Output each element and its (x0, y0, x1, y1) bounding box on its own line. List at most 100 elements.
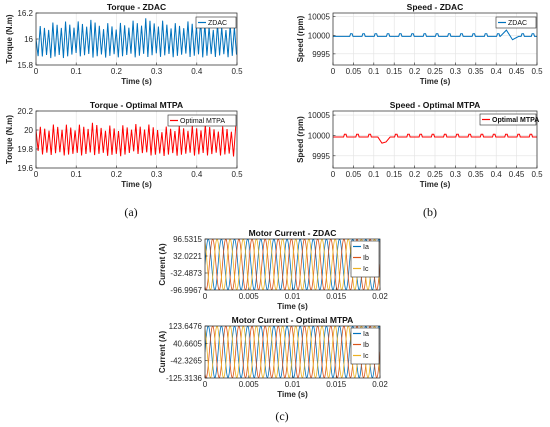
x-tick-label: 0.25 (427, 67, 443, 76)
legend-label: Ic (363, 353, 369, 360)
x-tick-label: 0 (331, 67, 336, 76)
x-tick-label: 0.4 (491, 67, 503, 76)
x-tick-label: 0.5 (231, 67, 243, 76)
x-tick-label: 0.1 (71, 170, 83, 179)
x-axis-label: Time (s) (277, 302, 308, 311)
y-tick-label: 10005 (308, 13, 331, 22)
y-tick-label: 9995 (312, 152, 330, 161)
y-tick-label: 19.6 (17, 164, 33, 173)
legend-label: ZDAC (208, 20, 227, 27)
plot-data (333, 29, 537, 41)
y-tick-label: 16 (24, 35, 33, 44)
x-tick-label: 0.01 (285, 380, 301, 389)
y-tick-label: 123.6476 (169, 322, 203, 331)
y-axis-label: Current (A) (158, 243, 167, 286)
x-tick-label: 0.4 (191, 67, 203, 76)
series-line-ib (205, 239, 380, 290)
y-axis-label: Torque (N.m) (5, 115, 14, 165)
y-axis-label: Speed (rpm) (296, 116, 305, 163)
caption-a: (a) (124, 205, 137, 219)
x-tick-label: 0.1 (71, 67, 83, 76)
y-tick-label: 10000 (308, 31, 331, 40)
legend-label: ZDAC (508, 20, 527, 27)
legend-box (479, 113, 537, 126)
y-tick-label: -96.9967 (170, 286, 202, 295)
x-tick-label: 0 (203, 380, 208, 389)
y-tick-label: 9995 (312, 50, 330, 59)
y-tick-label: -32.4873 (170, 269, 202, 278)
x-tick-label: 0.01 (285, 292, 301, 301)
y-tick-label: 10000 (308, 131, 331, 140)
series-line-ib (205, 326, 380, 378)
x-tick-label: 0.02 (372, 292, 388, 301)
chart-title: Motor Current - Optimal MTPA (232, 315, 354, 325)
x-tick-label: 0.1 (368, 170, 380, 179)
x-tick-label: 0.5 (531, 170, 543, 179)
y-tick-label: 32.0221 (173, 252, 202, 261)
x-tick-label: 0.15 (386, 67, 402, 76)
x-axis-label: Time (s) (420, 77, 451, 86)
plot-data (333, 133, 537, 144)
plot-data (36, 122, 237, 157)
x-tick-label: 0.2 (111, 170, 123, 179)
legend-label: Ia (363, 244, 369, 251)
x-tick-label: 0 (203, 292, 208, 301)
legend-box (195, 16, 237, 29)
y-tick-label: 20 (24, 126, 33, 135)
speed-zdac-chart: 0 0.05 0.1 0.15 0.2 0.25 0.3 0.35 0.4 0.45 0.5 9995… (296, 2, 543, 86)
x-tick-label: 0 (34, 170, 39, 179)
x-tick-label: 0.5 (531, 67, 543, 76)
x-tick-label: 0.3 (151, 67, 163, 76)
x-tick-label: 0.015 (326, 380, 347, 389)
legend: ZDAC (195, 16, 237, 29)
torque-zdac-chart: 0 0.1 0.2 0.3 0.4 0.5 15.8 16 16.2 Torque - ZDAC T… (5, 2, 243, 86)
y-tick-label: -42.3265 (170, 357, 202, 366)
legend-label: Ib (363, 255, 369, 262)
series-line-zdac (333, 29, 537, 41)
x-tick-label: 0.02 (372, 380, 388, 389)
legend-box (495, 16, 537, 29)
x-tick-label: 0.5 (231, 170, 243, 179)
legend-label: Ic (363, 266, 369, 273)
x-tick-label: 0.05 (346, 67, 362, 76)
x-tick-label: 0 (331, 170, 336, 179)
y-tick-label: 19.8 (17, 145, 33, 154)
x-axis-label: Time (s) (121, 77, 152, 86)
y-tick-label: 16.2 (17, 9, 33, 18)
y-tick-label: 10005 (308, 111, 331, 120)
y-tick-label: 96.5315 (173, 235, 202, 244)
x-tick-label: 0.35 (468, 170, 484, 179)
y-tick-label: -125.3136 (166, 374, 203, 383)
x-tick-label: 0.3 (151, 170, 163, 179)
caption-b: (b) (423, 205, 437, 219)
y-tick-label: 15.8 (17, 61, 33, 70)
x-tick-label: 0.2 (111, 67, 123, 76)
x-tick-label: 0.15 (386, 170, 402, 179)
x-tick-label: 0.3 (450, 170, 462, 179)
axes-frame (35, 110, 238, 169)
x-tick-label: 0.25 (427, 170, 443, 179)
legend: Optimal MTPA (167, 114, 237, 127)
legend-label: Optimal MTPA (180, 118, 225, 125)
x-tick-label: 0.005 (239, 292, 260, 301)
x-tick-label: 0.3 (450, 67, 462, 76)
chart-title: Torque - ZDAC (107, 2, 166, 12)
legend: Optimal MTPA (479, 113, 539, 126)
x-tick-label: 0.4 (491, 170, 503, 179)
y-tick-label: 40.6605 (173, 339, 202, 348)
plot-data (36, 18, 237, 59)
chart-title: Motor Current - ZDAC (249, 228, 337, 238)
y-tick-label: 20.2 (17, 107, 33, 116)
legend-label: Optimal MTPA (492, 117, 539, 124)
caption-c: (c) (275, 409, 288, 423)
x-tick-label: 0.35 (468, 67, 484, 76)
x-axis-label: Time (s) (420, 180, 451, 189)
x-axis-label: Time (s) (121, 180, 152, 189)
y-axis-label: Torque (N.m) (5, 14, 14, 64)
chart-title: Speed - ZDAC (407, 2, 464, 12)
chart-title: Speed - Optimal MTPA (390, 100, 481, 110)
x-axis-label: Time (s) (277, 390, 308, 399)
x-tick-label: 0.45 (509, 67, 525, 76)
y-axis-label: Speed (rpm) (296, 15, 305, 62)
